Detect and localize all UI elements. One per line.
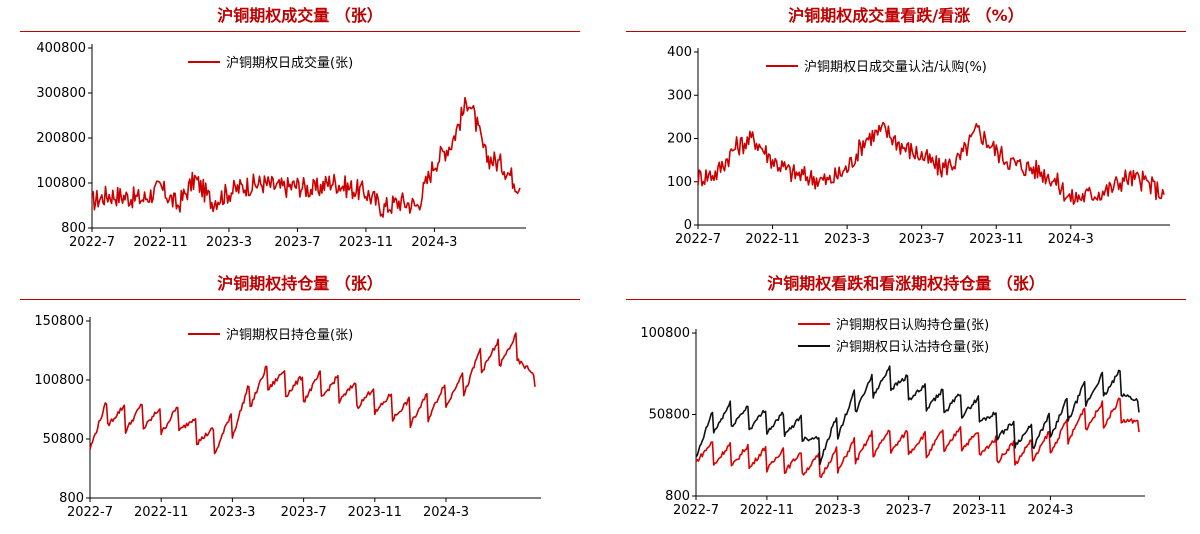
y-tick-label: 100800 bbox=[36, 176, 86, 191]
x-tick-label: 2024-3 bbox=[1048, 232, 1094, 247]
title-divider bbox=[20, 299, 580, 300]
y-tick-label: 200 bbox=[667, 132, 692, 147]
x-tick-label: 2022-7 bbox=[675, 232, 721, 247]
x-tick-label: 2023-3 bbox=[815, 503, 861, 518]
y-tick-label: 150800 bbox=[34, 314, 84, 329]
legend-label: 沪铜期权日认沽持仓量(张) bbox=[836, 339, 989, 355]
y-tick-label: 200800 bbox=[36, 131, 86, 146]
y-tick-label: 100800 bbox=[640, 326, 690, 341]
y-tick-label: 400800 bbox=[36, 41, 86, 56]
chart-panel-2: 沪铜期权持仓量 （张） 150800 100800 50800 800 2022-7 20… bbox=[20, 272, 580, 534]
x-tick-label: 2023-11 bbox=[952, 503, 1006, 518]
chart-panel-1: 沪铜期权成交量看跌/看涨 （%） 400 300 200 100 0 2022-7 2022… bbox=[626, 4, 1186, 266]
series-line-0 bbox=[697, 121, 1165, 205]
chart-title: 沪铜期权看跌和看涨期权持仓量 （张） bbox=[767, 274, 1045, 293]
chart-title: 沪铜期权持仓量 （张） bbox=[217, 274, 383, 293]
legend-label: 沪铜期权日成交量(张) bbox=[226, 55, 353, 71]
series-line-0 bbox=[695, 397, 1140, 478]
y-tick-label: 800 bbox=[59, 491, 84, 506]
y-tick-label: 300800 bbox=[36, 86, 86, 101]
series-line-0 bbox=[91, 96, 521, 218]
x-tick-label: 2022-7 bbox=[67, 505, 113, 520]
x-tick-label: 2024-3 bbox=[1027, 503, 1073, 518]
x-tick-label: 2022-11 bbox=[134, 505, 188, 520]
chart-title: 沪铜期权成交量 （张） bbox=[217, 6, 383, 25]
y-tick-label: 100 bbox=[667, 175, 692, 190]
y-tick-label: 400 bbox=[667, 45, 692, 60]
x-tick-label: 2023-7 bbox=[274, 235, 320, 250]
y-tick-label: 800 bbox=[665, 489, 690, 504]
title-divider bbox=[20, 31, 580, 32]
x-tick-label: 2023-3 bbox=[824, 232, 870, 247]
y-tick-label: 300 bbox=[667, 88, 692, 103]
chart-panel-3: 沪铜期权看跌和看涨期权持仓量 （张） 100800 50800 800 2022-7 2… bbox=[626, 272, 1186, 534]
chart-panel-0: 沪铜期权成交量 （张） 400800 300800 200800 100800 800 2… bbox=[20, 4, 580, 266]
x-tick-label: 2023-3 bbox=[209, 505, 255, 520]
y-tick-label: 0 bbox=[684, 218, 692, 233]
x-tick-label: 2023-7 bbox=[281, 505, 327, 520]
title-divider bbox=[626, 299, 1186, 300]
x-tick-label: 2023-11 bbox=[348, 505, 402, 520]
title-divider bbox=[626, 31, 1186, 32]
x-tick-label: 2023-7 bbox=[886, 503, 932, 518]
x-tick-label: 2024-3 bbox=[423, 505, 469, 520]
series-line-1 bbox=[695, 365, 1140, 466]
x-tick-label: 2023-11 bbox=[339, 235, 393, 250]
x-tick-label: 2022-11 bbox=[740, 503, 794, 518]
y-tick-label: 800 bbox=[61, 221, 86, 236]
x-tick-label: 2024-3 bbox=[411, 235, 457, 250]
x-tick-label: 2023-3 bbox=[206, 235, 252, 250]
x-tick-label: 2022-7 bbox=[673, 503, 719, 518]
x-tick-label: 2022-11 bbox=[133, 235, 187, 250]
y-tick-label: 50800 bbox=[43, 432, 84, 447]
y-tick-label: 50800 bbox=[649, 408, 690, 423]
chart-title: 沪铜期权成交量看跌/看涨 （%） bbox=[788, 6, 1024, 25]
y-tick-label: 100800 bbox=[34, 373, 84, 388]
legend-label: 沪铜期权日认购持仓量(张) bbox=[836, 317, 989, 333]
legend-label: 沪铜期权日成交量认沽/认购(%) bbox=[804, 59, 987, 75]
series-line-0 bbox=[89, 332, 536, 455]
x-tick-label: 2023-7 bbox=[899, 232, 945, 247]
x-tick-label: 2023-11 bbox=[969, 232, 1023, 247]
x-tick-label: 2022-11 bbox=[745, 232, 799, 247]
legend-label: 沪铜期权日持仓量(张) bbox=[226, 327, 353, 343]
x-tick-label: 2022-7 bbox=[69, 235, 115, 250]
